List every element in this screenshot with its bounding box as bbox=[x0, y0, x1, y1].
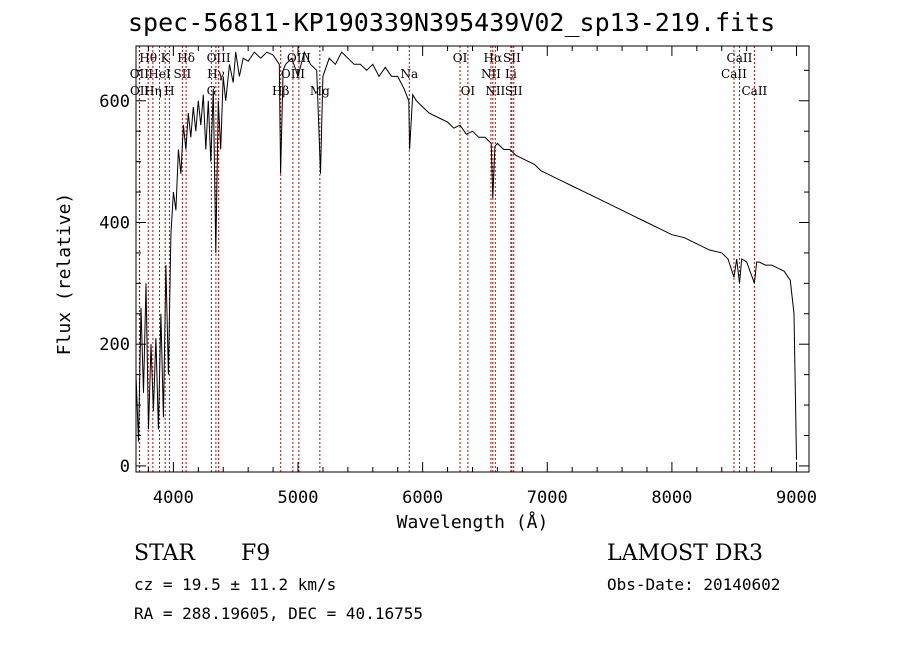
line-id-label: OIII bbox=[207, 51, 231, 65]
y-tick-label: 600 bbox=[99, 92, 130, 112]
x-axis-label: Wavelength (Å) bbox=[397, 511, 549, 533]
x-tick-label: 9000 bbox=[776, 488, 817, 508]
line-id-label: OI bbox=[461, 84, 476, 98]
line-id-label: OI bbox=[453, 51, 468, 65]
x-tick-label: 7000 bbox=[527, 488, 568, 508]
line-id-label: CaII bbox=[741, 84, 767, 98]
line-id-label: OIII bbox=[281, 67, 305, 81]
line-id-label: K bbox=[161, 51, 171, 65]
y-axis-label: Flux (relative) bbox=[54, 193, 75, 356]
axis-ticks: 4000 5000 6000 7000 8000 9000 0 200 400 600 bbox=[99, 46, 817, 508]
coordinates: RA = 288.19605, DEC = 40.16755 bbox=[134, 604, 423, 623]
line-id-label: SII bbox=[503, 51, 521, 65]
line-id-label: NII bbox=[485, 84, 505, 98]
line-id-label: HeI bbox=[148, 67, 171, 81]
line-id-markers bbox=[138, 46, 755, 472]
y-tick-label: 400 bbox=[99, 213, 130, 233]
redshift-cz: cz = 19.5 ± 11.2 km/s bbox=[134, 575, 337, 594]
object-subclass: F9 bbox=[241, 541, 271, 566]
line-id-label: Hθ bbox=[139, 51, 157, 65]
x-tick-label: 5000 bbox=[278, 488, 319, 508]
spectrum-series-line bbox=[135, 50, 797, 460]
line-id-label: Na bbox=[400, 67, 418, 81]
line-id-label: Mg bbox=[310, 84, 330, 98]
object-class: STAR bbox=[134, 541, 195, 566]
line-id-label: H bbox=[164, 84, 174, 98]
line-id-label: Hβ bbox=[272, 84, 289, 98]
line-id-label: Hα bbox=[484, 51, 503, 65]
line-id-label: OII bbox=[130, 84, 150, 98]
line-id-label: G bbox=[207, 84, 217, 98]
line-id-label: Hη bbox=[144, 84, 162, 98]
line-id-label: SII bbox=[505, 84, 523, 98]
line-id-label: Hδ bbox=[177, 51, 195, 65]
x-tick-label: 6000 bbox=[402, 488, 443, 508]
survey-name: LAMOST DR3 bbox=[607, 541, 763, 566]
line-id-label: CaII bbox=[721, 67, 747, 81]
line-id-label: NII bbox=[481, 67, 501, 81]
line-id-label: Hγ bbox=[207, 67, 225, 81]
plot-frame bbox=[135, 45, 810, 473]
y-tick-label: 0 bbox=[120, 457, 130, 477]
line-id-label: Li bbox=[505, 67, 517, 81]
line-id-label: CaII bbox=[727, 51, 753, 65]
y-tick-label: 200 bbox=[99, 335, 130, 355]
line-id-label: OIII bbox=[287, 51, 311, 65]
chart-title: spec-56811-KP190339N395439V02_sp13-219.f… bbox=[128, 8, 776, 37]
line-id-label: OII bbox=[130, 67, 150, 81]
line-id-label: SII bbox=[174, 67, 192, 81]
observation-date: Obs-Date: 20140602 bbox=[607, 575, 781, 594]
x-tick-label: 4000 bbox=[153, 488, 194, 508]
x-tick-label: 8000 bbox=[651, 488, 692, 508]
